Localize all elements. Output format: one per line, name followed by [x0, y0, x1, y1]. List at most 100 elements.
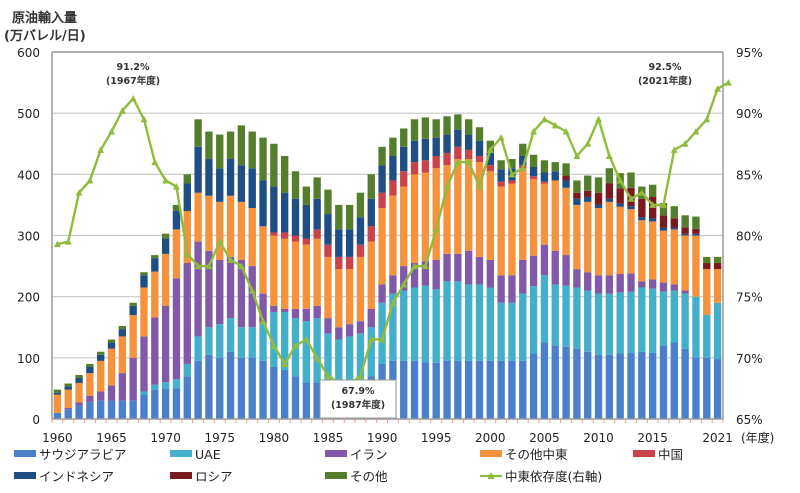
bar-segment-2	[454, 253, 462, 282]
bar-segment-0	[475, 360, 484, 419]
bar-stack-2004	[529, 154, 538, 419]
bar-segment-3	[670, 229, 678, 285]
legend-item: サウジアラビア	[14, 447, 127, 462]
bar-segment-1	[486, 287, 494, 361]
bar-segment-2	[324, 318, 332, 334]
bar-segment-3	[205, 195, 213, 251]
bar-segment-0	[562, 346, 570, 419]
bar-segment-1	[389, 293, 397, 361]
bar-segment-0	[248, 357, 256, 419]
line-marker	[692, 128, 700, 135]
bar-segment-0	[53, 412, 62, 419]
bar-segment-7	[692, 216, 700, 229]
line-marker	[627, 195, 635, 202]
y-tick-label: 300	[17, 230, 40, 244]
bar-segment-2	[248, 266, 256, 328]
bar-segment-7	[432, 119, 440, 138]
bar-segment-3	[86, 373, 94, 396]
bar-segment-2	[594, 275, 603, 294]
bar-segment-5	[356, 217, 365, 245]
line-marker	[194, 262, 202, 270]
bar-segment-2	[216, 259, 224, 325]
legend-swatch-marker	[487, 472, 495, 479]
bar-segment-1	[627, 291, 635, 353]
annotation-label: (1967年度)	[106, 75, 160, 87]
line-marker	[616, 176, 624, 184]
bar-segment-3	[129, 315, 137, 358]
line-marker	[378, 335, 386, 343]
bar-segment-5	[291, 198, 300, 236]
bar-segment-1	[648, 288, 657, 353]
bar-segment-7	[551, 162, 559, 172]
bar-segment-7	[400, 128, 408, 147]
bar-segment-3	[216, 201, 224, 260]
bar-segment-5	[53, 392, 62, 395]
line-marker	[248, 287, 256, 294]
line-marker	[259, 317, 267, 325]
bar-stack-1963	[86, 363, 94, 419]
bar-segment-5	[151, 258, 159, 272]
bar-segment-5	[443, 134, 451, 153]
bar-segment-3	[281, 238, 289, 309]
bar-segment-2	[335, 327, 343, 340]
bar-segment-5	[183, 183, 191, 212]
bar-stack-2001	[497, 160, 505, 419]
bar-stack-2009	[584, 175, 592, 419]
bar-segment-2	[378, 284, 386, 303]
line-marker	[475, 183, 483, 190]
line-marker	[216, 238, 224, 245]
bar-segment-6	[616, 188, 624, 204]
bar-segment-0	[497, 360, 505, 419]
y-tick-label: 200	[17, 291, 40, 305]
bar-segment-1	[237, 327, 246, 358]
bar-segment-2	[107, 385, 116, 401]
bar-segment-0	[464, 360, 473, 419]
bar-segment-2	[356, 321, 365, 334]
bar-stack-1998	[464, 119, 473, 419]
bar-segment-1	[226, 318, 235, 352]
bar-segment-3	[313, 238, 321, 306]
bar-segment-4	[324, 244, 332, 257]
bar-segment-0	[270, 367, 278, 419]
bar-segment-7	[335, 204, 343, 230]
line-marker	[205, 262, 213, 270]
bar-segment-0	[421, 362, 430, 419]
bar-segment-7	[270, 143, 278, 187]
bar-segment-0	[486, 360, 494, 419]
y-axis-title-line2: (万バレル/日)	[4, 29, 86, 44]
bar-segment-1	[421, 285, 430, 363]
bar-segment-5	[454, 129, 462, 147]
bar-segment-1	[302, 321, 311, 383]
bar-segment-5	[670, 227, 678, 230]
bar-segment-5	[118, 329, 127, 337]
bar-segment-5	[627, 206, 635, 210]
bar-segment-0	[594, 354, 603, 419]
bar-segment-3	[616, 206, 624, 275]
bar-segment-5	[638, 217, 646, 221]
bar-stack-1995	[432, 119, 440, 419]
bar-segment-5	[367, 198, 375, 227]
bar-segment-5	[129, 305, 137, 316]
bar-segment-3	[703, 269, 711, 316]
legend-item: 中国	[633, 447, 683, 462]
bar-segment-2	[281, 308, 289, 312]
bar-segment-3	[627, 209, 635, 274]
bar-segment-3	[519, 168, 527, 260]
bar-segment-0	[659, 345, 668, 419]
bar-segment-4	[270, 232, 278, 236]
bar-stack-1997	[454, 114, 462, 419]
bar-segment-1	[313, 318, 321, 383]
bar-segment-2	[659, 282, 668, 292]
bar-segment-0	[692, 357, 700, 419]
bar-segment-5	[140, 275, 148, 288]
bar-segment-7	[183, 174, 191, 184]
bar-segment-7	[324, 189, 332, 215]
bar-segment-2	[161, 305, 170, 383]
line-marker	[108, 128, 116, 135]
bar-segment-0	[627, 352, 635, 419]
bar-segment-1	[172, 379, 181, 389]
bar-stack-2008	[573, 180, 581, 419]
line-marker	[497, 134, 505, 141]
bar-stack-1965	[107, 339, 116, 419]
bars	[53, 114, 722, 419]
